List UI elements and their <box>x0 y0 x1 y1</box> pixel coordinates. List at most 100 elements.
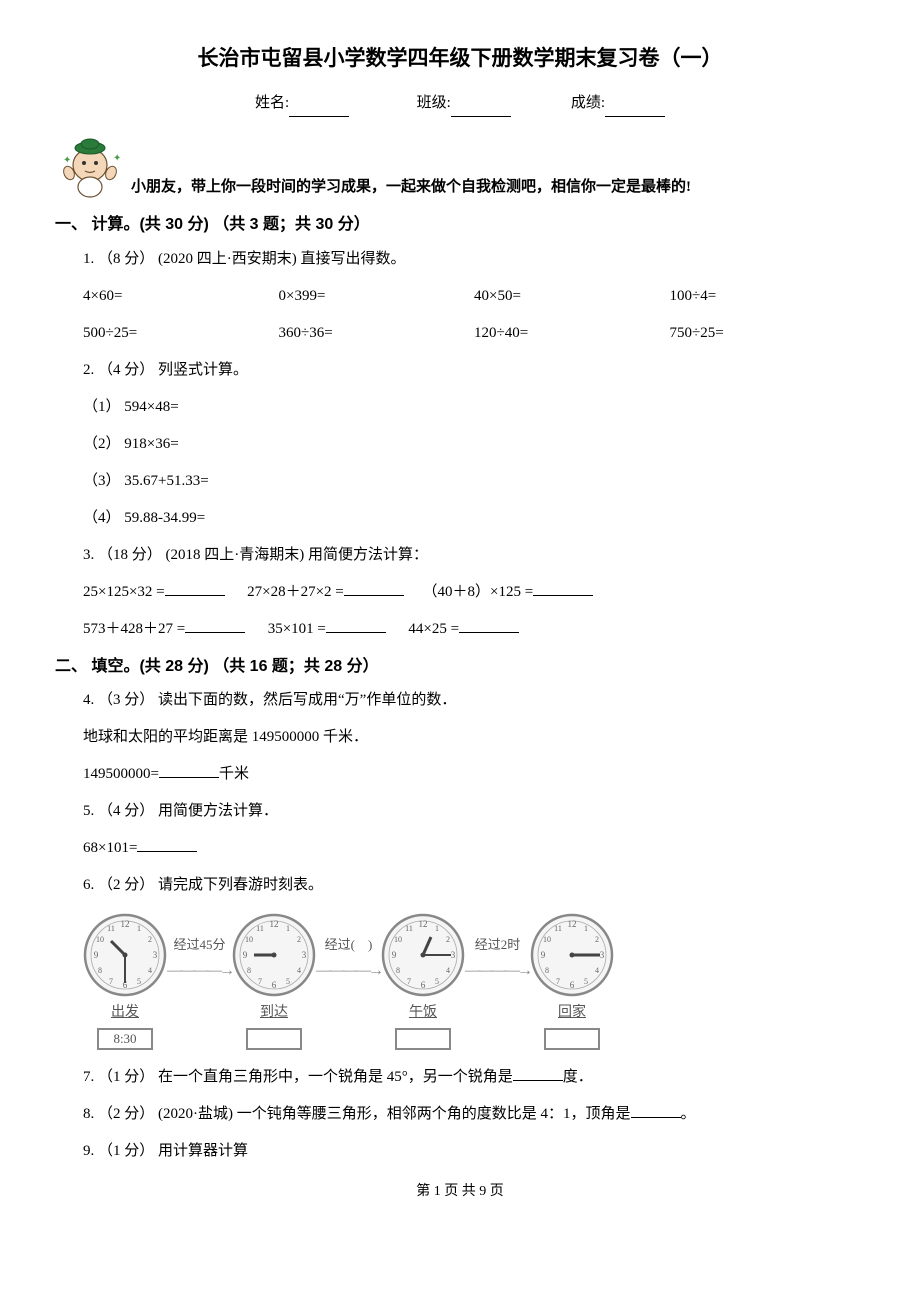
q5-blank[interactable] <box>137 838 197 852</box>
svg-text:3: 3 <box>153 950 158 960</box>
arrow-2-label: 经过( ) <box>325 933 373 956</box>
arrow-2: 经过( ) ————→ <box>316 933 381 1029</box>
svg-text:4: 4 <box>595 966 599 975</box>
svg-text:11: 11 <box>107 924 115 933</box>
svg-text:5: 5 <box>137 977 141 986</box>
arrow-3: 经过2时 ————→ <box>465 933 530 1029</box>
clock-face-4: 12 1 2 3 4 5 6 7 8 9 10 11 <box>530 913 614 997</box>
q2-i3: （3） 35.67+51.33= <box>55 468 865 495</box>
q2-prompt: 2. （4 分） 列竖式计算。 <box>55 357 865 384</box>
svg-text:11: 11 <box>405 924 413 933</box>
q3-row2: 573＋428＋27 = 35×101 = 44×25 = <box>55 616 865 643</box>
svg-text:9: 9 <box>243 950 248 960</box>
class-blank[interactable] <box>451 101 511 117</box>
clock-2: 12 1 2 3 4 5 6 7 8 9 10 11 到达 <box>232 913 316 1049</box>
clock-2-label: 到达 <box>260 1000 288 1025</box>
q2-i4: （4） 59.88-34.99= <box>55 505 865 532</box>
q1-r2c4: 750÷25= <box>670 320 866 347</box>
header-fields: 姓名: 班级: 成绩: <box>55 90 865 117</box>
svg-text:5: 5 <box>286 977 290 986</box>
q3-blank3[interactable] <box>533 582 593 596</box>
svg-text:3: 3 <box>302 950 307 960</box>
q9-line: 9. （1 分） 用计算器计算 <box>55 1138 865 1165</box>
q1-prompt: 1. （8 分） (2020 四上·西安期末) 直接写出得数。 <box>55 246 865 273</box>
q3-r2c2: 35×101 = <box>268 621 326 637</box>
q5-expr: 68×101= <box>83 840 137 856</box>
svg-text:9: 9 <box>392 950 397 960</box>
q7-blank[interactable] <box>513 1067 563 1081</box>
clock-face-1: 12 1 2 3 4 5 6 7 8 9 10 11 <box>83 913 167 997</box>
svg-text:12: 12 <box>568 919 577 929</box>
q4-text2: 149500000=千米 <box>55 761 865 788</box>
q4-prompt: 4. （3 分） 读出下面的数，然后写成用“万”作单位的数． <box>55 687 865 714</box>
page-footer: 第 1 页 共 9 页 <box>55 1179 865 1204</box>
svg-text:11: 11 <box>256 924 264 933</box>
q4-text1: 地球和太阳的平均距离是 149500000 千米． <box>55 724 865 751</box>
q3-r2c1: 573＋428＋27 = <box>83 621 185 637</box>
svg-text:10: 10 <box>543 935 551 944</box>
svg-text:12: 12 <box>121 919 130 929</box>
arrow-1-label: 经过45分 <box>173 933 225 956</box>
svg-text:2: 2 <box>297 935 301 944</box>
clock-2-time[interactable] <box>246 1028 302 1050</box>
q3-blank2[interactable] <box>344 582 404 596</box>
clock-3-label: 午饭 <box>409 1000 437 1025</box>
q4-blank[interactable] <box>159 764 219 778</box>
q3-blank6[interactable] <box>459 619 519 633</box>
arrow-1: 经过45分 ————→ <box>167 933 232 1029</box>
svg-text:7: 7 <box>556 977 560 986</box>
svg-text:8: 8 <box>545 966 549 975</box>
clock-3: 12 1 2 3 4 5 6 7 8 9 10 11 午饭 <box>381 913 465 1049</box>
q3-pad3b <box>390 621 405 637</box>
q2-i1: （1） 594×48= <box>55 394 865 421</box>
encouragement-text: 小朋友，带上你一段时间的学习成果，一起来做个自我检测吧，相信你一定是最棒的! <box>125 174 691 201</box>
svg-text:1: 1 <box>286 924 290 933</box>
q1-row2: 500÷25= 360÷36= 120÷40= 750÷25= <box>55 320 865 347</box>
clock-4-time[interactable] <box>544 1028 600 1050</box>
mascot-icon: ✦ ✦ <box>55 131 125 201</box>
svg-text:7: 7 <box>407 977 411 986</box>
q9-a: 9. （1 分） 用计算器计算 <box>83 1143 248 1159</box>
svg-text:5: 5 <box>435 977 439 986</box>
svg-text:10: 10 <box>245 935 253 944</box>
q3-blank1[interactable] <box>165 582 225 596</box>
clock-1: 12 1 2 3 4 5 6 7 8 9 10 11 出发 8:30 <box>83 913 167 1049</box>
clock-face-2: 12 1 2 3 4 5 6 7 8 9 10 11 <box>232 913 316 997</box>
q3-pad2b <box>249 621 264 637</box>
mascot-section: ✦ ✦ 小朋友，带上你一段时间的学习成果，一起来做个自我检测吧，相信你一定是最棒… <box>55 131 865 201</box>
score-blank[interactable] <box>605 101 665 117</box>
q8-b: 。 <box>681 1106 696 1122</box>
clock-3-time[interactable] <box>395 1028 451 1050</box>
class-label: 班级: <box>417 95 451 111</box>
svg-text:4: 4 <box>446 966 450 975</box>
q8-blank[interactable] <box>631 1104 681 1118</box>
svg-text:4: 4 <box>297 966 301 975</box>
svg-text:6: 6 <box>272 980 277 990</box>
spacer1 <box>353 95 413 111</box>
q1-r2c1: 500÷25= <box>83 320 279 347</box>
clock-1-label: 出发 <box>111 1000 139 1025</box>
q3-blank4[interactable] <box>185 619 245 633</box>
svg-text:1: 1 <box>435 924 439 933</box>
q1-r2c2: 360÷36= <box>279 320 475 347</box>
arrow-1-line: ————→ <box>167 957 232 986</box>
arrow-3-line: ————→ <box>465 957 530 986</box>
name-label: 姓名: <box>255 95 289 111</box>
name-blank[interactable] <box>289 101 349 117</box>
section1-heading: 一、 计算。(共 30 分) （共 3 题；共 30 分） <box>55 211 865 240</box>
q3-r1c3: （40＋8）×125 = <box>423 584 534 600</box>
q5-text: 68×101= <box>55 835 865 862</box>
q7-line: 7. （1 分） 在一个直角三角形中，一个锐角是 45°，另一个锐角是度． <box>55 1064 865 1091</box>
q3-blank5[interactable] <box>326 619 386 633</box>
q1-r1c1: 4×60= <box>83 283 279 310</box>
svg-text:✦: ✦ <box>113 153 121 164</box>
svg-text:10: 10 <box>96 935 104 944</box>
spacer2 <box>515 95 568 111</box>
svg-text:7: 7 <box>109 977 113 986</box>
q4-text2a: 149500000= <box>83 766 159 782</box>
svg-text:9: 9 <box>541 950 546 960</box>
svg-text:6: 6 <box>570 980 575 990</box>
q8-line: 8. （2 分） (2020·盐城) 一个钝角等腰三角形，相邻两个角的度数比是 … <box>55 1101 865 1128</box>
svg-text:8: 8 <box>396 966 400 975</box>
svg-text:5: 5 <box>584 977 588 986</box>
